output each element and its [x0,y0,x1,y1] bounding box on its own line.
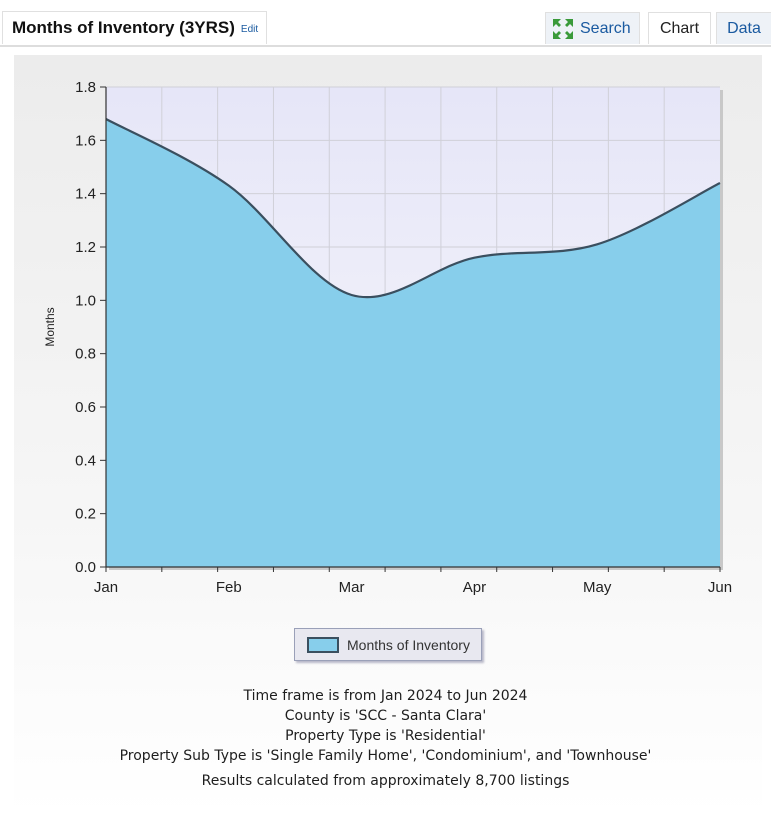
y-tick-label: 0.2 [75,506,96,523]
note-results: Results calculated from approximately 8,… [201,773,570,789]
chart-notes: Time frame is from Jan 2024 to Jun 2024 … [0,686,771,791]
x-tick-label: Mar [339,579,365,596]
y-tick-label: 0.8 [75,346,96,363]
tab-data-label: Data [727,19,761,37]
y-tick-label: 1.4 [75,186,96,203]
legend-swatch [307,636,339,653]
series-line-months-of-inventory [105,118,721,299]
edit-link[interactable]: Edit [240,23,259,35]
tab-chart-label: Chart [659,19,700,37]
tab-data[interactable]: Data [716,12,771,44]
x-tick-label: Feb [216,579,242,596]
note-property-subtype: Property Sub Type is 'Single Family Home… [119,748,652,764]
y-tick-label: 1.8 [75,79,96,96]
y-tick-label: 0.0 [75,559,96,576]
series-area-months-of-inventory [106,119,720,567]
tab-chart[interactable]: Chart [648,12,711,44]
y-tick-label: 0.4 [75,452,96,469]
note-county: County is 'SCC - Santa Clara' [284,708,487,724]
x-tick-label: Jan [94,579,118,596]
y-axis-label: Months [43,307,57,346]
x-tick-label: Apr [463,579,486,596]
widget-title-box: Months of Inventory (3YRS) Edit [2,11,268,44]
x-tick-label: Jun [708,579,732,596]
tab-search[interactable]: Search [545,12,640,44]
y-tick-label: 1.0 [75,292,96,309]
note-timeframe: Time frame is from Jan 2024 to Jun 2024 [243,688,528,704]
y-tick-label: 1.6 [75,132,96,149]
tab-search-label: Search [580,19,631,37]
x-tick-label: May [583,579,612,596]
legend-label: Months of Inventory [347,636,470,653]
widget-header: Months of Inventory (3YRS) Edit Search C… [0,0,771,47]
expand-arrows-icon [553,18,573,39]
y-tick-label: 0.6 [75,399,96,416]
widget-title: Months of Inventory (3YRS) [12,18,235,37]
y-tick-label: 1.2 [75,239,96,256]
note-property-type: Property Type is 'Residential' [285,728,486,744]
area-chart: 0.0 0.2 0.4 0.6 0.8 1.0 1.2 1.4 1.6 1.8 Jan Feb Mar A… [43,79,732,596]
legend: Months of Inventory [294,628,482,661]
